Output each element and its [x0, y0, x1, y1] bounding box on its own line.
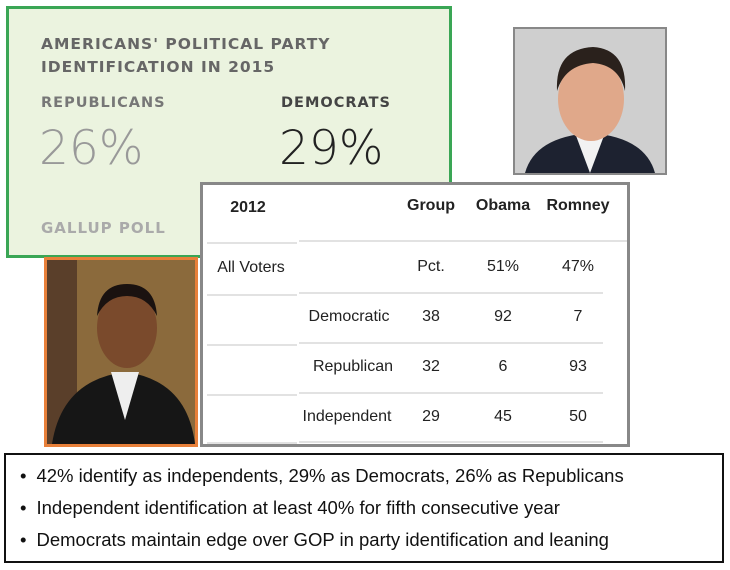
all-voters-obama: 51% [486, 258, 520, 275]
divider [299, 292, 603, 294]
election-2012-table: 2012 Group Obama Romney All Voters Pct. … [200, 182, 630, 447]
row-label: Republican [312, 358, 394, 375]
all-voters-romney: 47% [561, 258, 595, 275]
key-findings-box: 42% identify as independents, 29% as Dem… [4, 453, 724, 563]
row-group: 38 [422, 308, 440, 325]
bullet-item: Democrats maintain edge over GOP in part… [20, 529, 608, 551]
divider [299, 240, 627, 242]
obama-header: Obama [475, 197, 531, 214]
republicans-value: 26% [39, 121, 144, 176]
divider [207, 294, 297, 296]
row-romney: 50 [569, 408, 587, 425]
group-header: Group [407, 197, 455, 214]
divider [207, 242, 297, 244]
democrats-label: DEMOCRATS [281, 95, 391, 111]
year-header: 2012 [230, 199, 266, 216]
divider [207, 394, 297, 396]
row-romney: 7 [573, 308, 583, 325]
row-romney: 93 [569, 358, 587, 375]
divider [207, 344, 297, 346]
obama-photo [44, 257, 198, 447]
romney-header: Romney [546, 197, 610, 214]
bullet-item: Independent identification at least 40% … [20, 497, 559, 519]
gallup-title: AMERICANS' POLITICAL PARTY IDENTIFICATION… [41, 35, 331, 76]
row-group: 32 [422, 358, 440, 375]
bullet-item: 42% identify as independents, 29% as Dem… [20, 465, 623, 487]
divider [299, 342, 603, 344]
row-obama: 45 [494, 408, 512, 425]
all-voters-group: Pct. [417, 258, 445, 275]
row-group: 29 [422, 408, 440, 425]
divider [299, 392, 603, 394]
democrats-value: 29% [279, 121, 384, 176]
republicans-label: REPUBLICANS [41, 95, 166, 111]
row-obama: 6 [498, 358, 508, 375]
romney-photo [513, 27, 667, 175]
row-label: Independent [302, 408, 392, 425]
row-obama: 92 [494, 308, 512, 325]
gallup-source: GALLUP POLL [41, 219, 166, 237]
divider [207, 442, 297, 444]
divider [299, 441, 603, 443]
row-label: Democratic [308, 308, 390, 325]
all-voters-label: All Voters [217, 259, 285, 276]
